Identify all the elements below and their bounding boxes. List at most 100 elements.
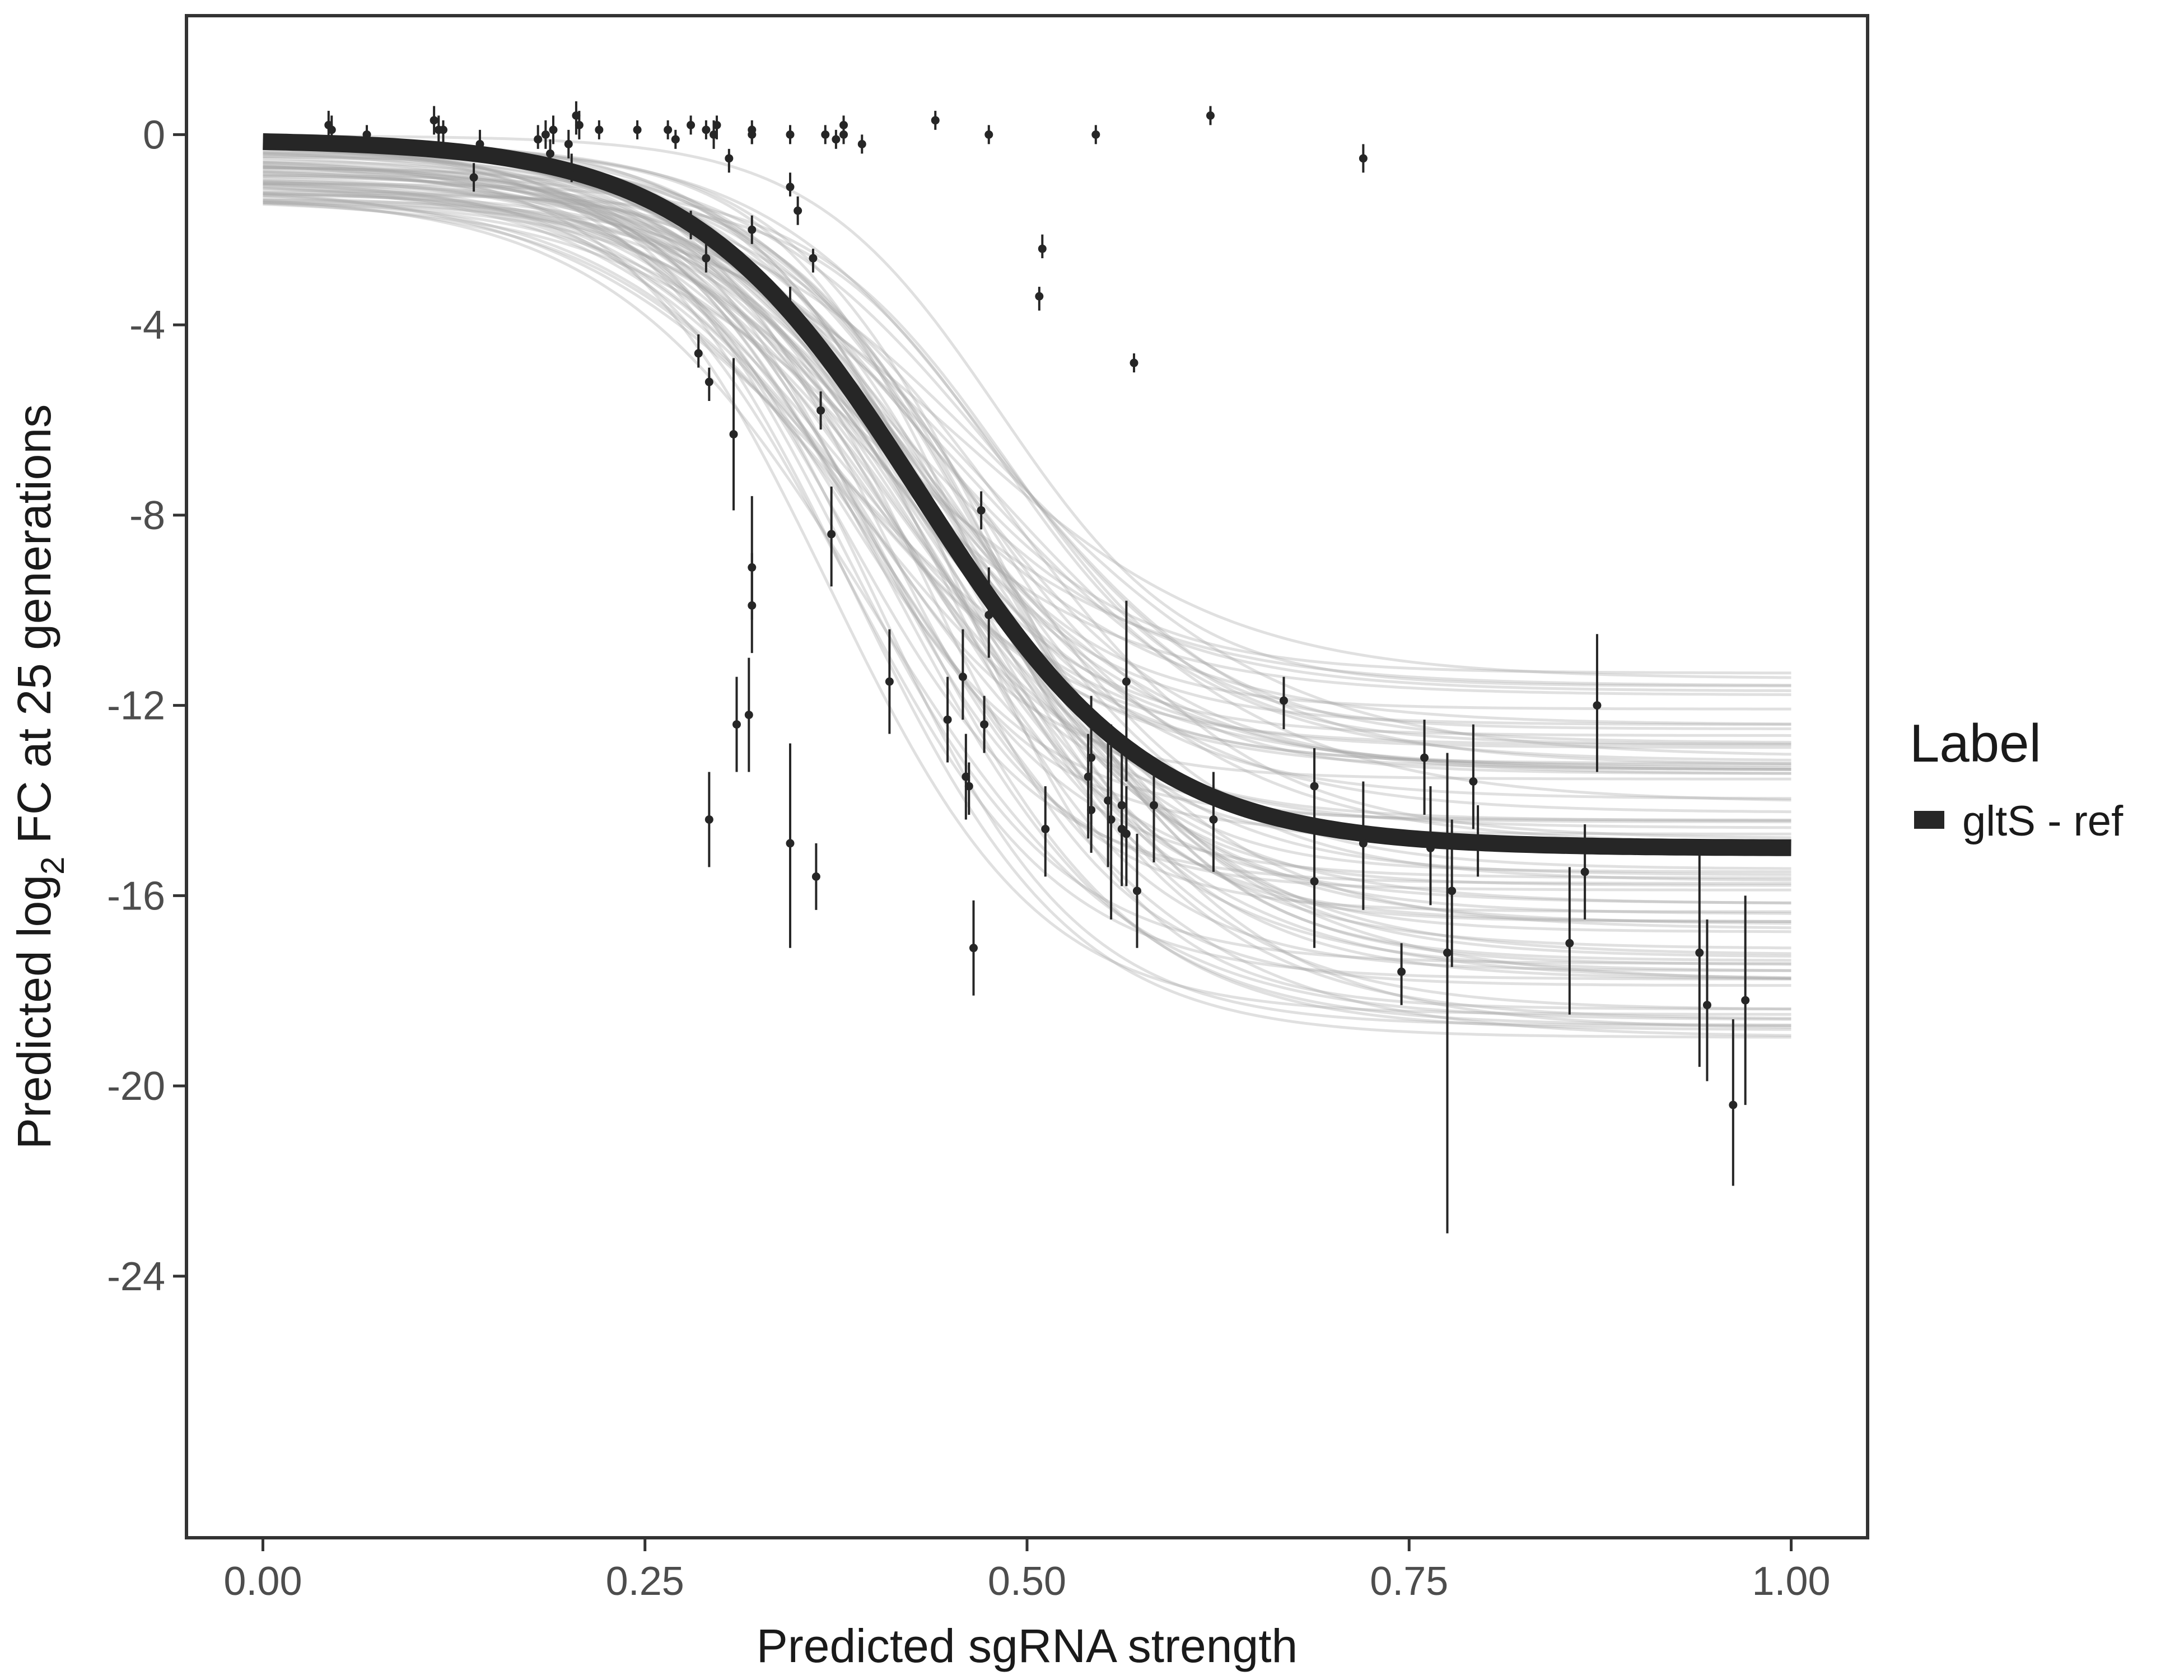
data-point bbox=[1443, 753, 1452, 1234]
posterior-draw-line bbox=[263, 152, 1791, 980]
data-point bbox=[1420, 720, 1429, 815]
x-tick-label: 0.75 bbox=[1370, 1559, 1448, 1604]
data-point bbox=[1741, 895, 1750, 1105]
data-point bbox=[1397, 943, 1406, 1005]
point-marker bbox=[712, 120, 721, 129]
x-tick-label: 0.25 bbox=[606, 1559, 684, 1604]
posterior-draw-line bbox=[263, 198, 1791, 771]
data-point bbox=[534, 125, 543, 149]
point-marker bbox=[1035, 292, 1044, 301]
y-tick-label: -12 bbox=[107, 684, 165, 729]
point-marker bbox=[984, 610, 993, 619]
point-marker bbox=[958, 673, 967, 682]
point-marker bbox=[748, 601, 757, 610]
posterior-draw-line bbox=[263, 174, 1791, 934]
data-point bbox=[1426, 786, 1435, 906]
posterior-draw-line bbox=[263, 159, 1791, 892]
data-point bbox=[821, 125, 830, 144]
data-point bbox=[786, 125, 795, 144]
point-marker bbox=[362, 130, 371, 139]
posterior-draw-line bbox=[263, 192, 1791, 880]
posterior-draw-line bbox=[263, 199, 1791, 679]
y-tick-label: 0 bbox=[143, 113, 165, 157]
point-marker bbox=[1443, 948, 1452, 957]
data-point bbox=[786, 172, 795, 197]
data-point bbox=[980, 696, 989, 753]
data-point bbox=[567, 153, 576, 183]
posterior-draw-line bbox=[263, 145, 1791, 972]
data-point bbox=[1132, 833, 1141, 948]
data-point bbox=[1091, 125, 1100, 144]
point-marker bbox=[1359, 839, 1368, 848]
legend-label-gltS-ref: gltS - ref bbox=[1962, 797, 2124, 845]
posterior-draw-line bbox=[263, 153, 1791, 923]
data-point bbox=[1448, 819, 1457, 967]
point-marker bbox=[1132, 886, 1141, 895]
point-marker bbox=[885, 677, 894, 686]
y-axis: 0 -4 -8 -12 -16 -20 -24 bbox=[107, 113, 185, 1299]
posterior-draw-line bbox=[263, 155, 1791, 824]
point-marker bbox=[827, 530, 836, 539]
data-point bbox=[704, 367, 713, 401]
data-point bbox=[786, 287, 795, 320]
x-axis: 0.00 0.25 0.50 0.75 1.00 bbox=[223, 1539, 1831, 1604]
posterior-draw-line bbox=[263, 183, 1791, 981]
point-marker bbox=[832, 135, 841, 144]
data-point bbox=[748, 125, 757, 144]
point-marker bbox=[1565, 939, 1574, 948]
point-marker bbox=[702, 254, 711, 263]
point-marker bbox=[704, 815, 713, 824]
point-marker bbox=[725, 154, 734, 163]
point-marker bbox=[1041, 824, 1050, 833]
y-axis-title-main: Predicted log bbox=[8, 875, 60, 1149]
posterior-draw-line bbox=[263, 189, 1791, 887]
point-marker bbox=[839, 120, 848, 129]
data-point bbox=[362, 125, 371, 144]
panel-border bbox=[185, 14, 1869, 1539]
data-point bbox=[1473, 805, 1482, 877]
data-point bbox=[575, 110, 584, 139]
point-marker bbox=[1593, 701, 1602, 710]
data-point bbox=[549, 115, 558, 144]
data-point bbox=[748, 215, 757, 244]
point-marker bbox=[546, 149, 555, 158]
data-point bbox=[475, 129, 484, 158]
data-point bbox=[794, 196, 802, 225]
data-point bbox=[1695, 852, 1704, 1067]
point-marker bbox=[1091, 130, 1100, 139]
data-point bbox=[564, 129, 573, 158]
point-marker bbox=[1279, 696, 1288, 705]
posterior-draw-line bbox=[263, 182, 1791, 746]
data-point bbox=[748, 553, 757, 654]
data-point bbox=[1310, 748, 1319, 820]
data-point bbox=[1150, 762, 1159, 862]
data-points bbox=[324, 101, 1750, 1234]
point-marker bbox=[748, 130, 757, 139]
point-marker bbox=[1397, 967, 1406, 976]
point-marker bbox=[1122, 677, 1131, 686]
point-marker bbox=[1469, 777, 1478, 786]
posterior-draw-line bbox=[263, 182, 1791, 930]
posterior-draw-line bbox=[263, 164, 1791, 1011]
point-marker bbox=[809, 254, 818, 263]
posterior-draw-line bbox=[263, 171, 1791, 822]
data-point bbox=[732, 676, 741, 772]
point-marker bbox=[595, 125, 604, 134]
data-point bbox=[977, 491, 986, 530]
point-marker bbox=[786, 301, 795, 310]
posterior-draw-line bbox=[263, 181, 1791, 882]
point-marker bbox=[1206, 111, 1215, 120]
point-marker bbox=[1695, 948, 1704, 957]
fit-curve bbox=[263, 133, 1791, 856]
point-marker bbox=[1150, 801, 1159, 810]
data-point bbox=[687, 211, 696, 240]
posterior-draw-line bbox=[263, 202, 1791, 829]
data-point bbox=[832, 129, 841, 149]
data-point bbox=[1359, 781, 1368, 910]
point-marker bbox=[1107, 815, 1116, 824]
point-marker bbox=[1473, 839, 1482, 848]
data-point bbox=[816, 391, 825, 430]
y-tick-label: -4 bbox=[129, 303, 165, 348]
point-marker bbox=[1580, 867, 1589, 876]
point-marker bbox=[327, 125, 336, 134]
